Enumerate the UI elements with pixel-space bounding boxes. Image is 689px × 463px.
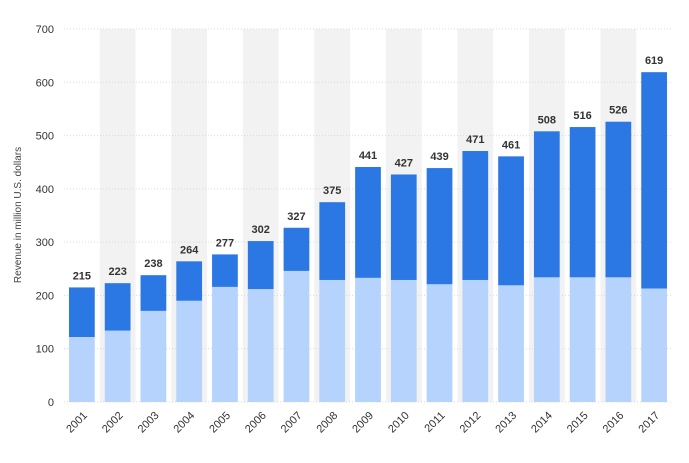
y-tick-label: 400	[36, 184, 54, 196]
x-tick-label: 2010	[386, 410, 412, 436]
bar-segment-upper	[176, 261, 203, 301]
data-label: 439	[430, 151, 448, 163]
x-tick-label: 2002	[100, 410, 126, 436]
bar-segment-upper	[390, 174, 417, 280]
y-tick-label: 600	[36, 77, 54, 89]
data-label: 441	[359, 150, 377, 162]
bar-segment-upper	[247, 241, 274, 290]
bars	[69, 72, 667, 402]
bar-segment-lower	[319, 279, 346, 402]
bar-segment-lower	[212, 286, 238, 402]
bar-segment-lower	[462, 279, 489, 402]
x-tick-label: 2004	[171, 410, 197, 436]
x-tick-label: 2016	[601, 410, 627, 436]
y-axis-label: Revenue in million U.S. dollars	[13, 147, 24, 283]
data-label: 619	[645, 55, 663, 67]
bar-segment-lower	[69, 336, 95, 402]
data-label: 516	[573, 110, 591, 122]
bar-segment-lower	[355, 277, 381, 402]
bar-segment-lower	[247, 289, 274, 402]
bar-segment-lower	[283, 270, 310, 402]
x-tick-label: 2003	[136, 410, 162, 436]
bar-segment-upper	[69, 287, 95, 337]
bar-segment-upper	[569, 127, 596, 278]
y-tick-label: 100	[36, 344, 54, 356]
x-tick-label: 2007	[279, 410, 305, 436]
data-label: 264	[180, 244, 199, 256]
bar-segment-upper	[104, 283, 131, 331]
bar-segment-upper	[462, 151, 489, 280]
bar-segment-upper	[355, 167, 381, 278]
y-tick-label: 200	[36, 290, 54, 302]
y-tick-label: 300	[36, 237, 54, 249]
bar-segment-upper	[498, 156, 524, 286]
x-tick-label: 2013	[493, 410, 519, 436]
bar-segment-lower	[498, 285, 524, 402]
data-label: 375	[323, 185, 341, 197]
bar-segment-upper	[283, 227, 310, 271]
bar-segment-upper	[641, 72, 667, 289]
bar-segment-lower	[176, 300, 203, 402]
data-label: 327	[287, 211, 305, 223]
y-tick-label: 0	[48, 397, 54, 409]
bar-segment-upper	[533, 131, 560, 278]
bar-segment-lower	[104, 330, 131, 402]
data-label: 302	[252, 224, 270, 236]
x-tick-label: 2009	[350, 410, 376, 436]
bar-segment-lower	[390, 279, 417, 402]
data-label: 471	[466, 134, 484, 146]
x-tick-label: 2015	[565, 410, 591, 436]
y-tick-label: 500	[36, 131, 54, 143]
bar-segment-lower	[140, 310, 167, 402]
data-label: 461	[502, 139, 520, 151]
bar-segment-lower	[569, 277, 596, 402]
data-label: 277	[216, 237, 234, 249]
x-tick-label: 2006	[243, 410, 269, 436]
x-axis-ticks: 2001 2002 2003 2004 2005 2006 2007 2008 2009 2010…	[64, 410, 662, 436]
bar-segment-upper	[140, 275, 167, 311]
data-label: 526	[609, 105, 627, 117]
x-tick-label: 2014	[529, 410, 555, 436]
x-tick-label: 2017	[636, 410, 662, 436]
y-tick-label: 700	[36, 24, 54, 36]
bar-segment-lower	[426, 284, 453, 402]
bar-segment-upper	[319, 202, 346, 280]
bar-segment-upper	[605, 121, 632, 278]
y-axis-ticks: 0 100 200 300 400 500 600 700	[36, 24, 54, 409]
data-label: 223	[108, 266, 126, 278]
data-label: 508	[538, 114, 556, 126]
bar-segment-upper	[212, 254, 238, 287]
data-labels: 215 223 238 264 277 302 327 375 441 427 439 471 461 5…	[73, 55, 664, 282]
x-tick-label: 2001	[64, 410, 90, 436]
bar-segment-lower	[605, 277, 632, 402]
data-label: 427	[395, 157, 413, 169]
x-tick-label: 2011	[422, 410, 447, 435]
data-label: 215	[73, 270, 91, 282]
bar-segment-lower	[641, 288, 667, 402]
bar-segment-lower	[533, 277, 560, 402]
data-label: 238	[144, 258, 162, 270]
x-tick-label: 2005	[207, 410, 233, 436]
bar-segment-upper	[426, 168, 453, 285]
x-tick-label: 2008	[315, 410, 341, 436]
x-tick-label: 2012	[458, 410, 484, 436]
